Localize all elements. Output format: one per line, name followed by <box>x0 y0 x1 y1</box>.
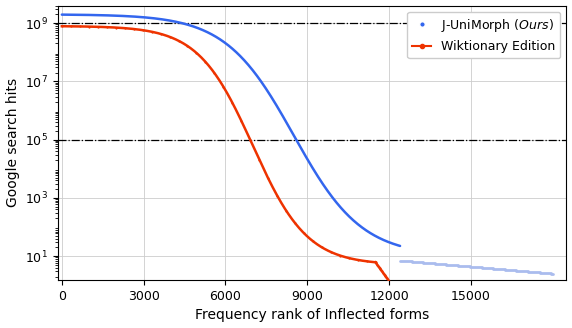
X-axis label: Frequency rank of Inflected forms: Frequency rank of Inflected forms <box>195 308 429 322</box>
Legend: J-UniMorph ($\it{Ours}$), Wiktionary Edition: J-UniMorph ($\it{Ours}$), Wiktionary Edi… <box>407 12 560 58</box>
Y-axis label: Google search hits: Google search hits <box>6 78 19 207</box>
